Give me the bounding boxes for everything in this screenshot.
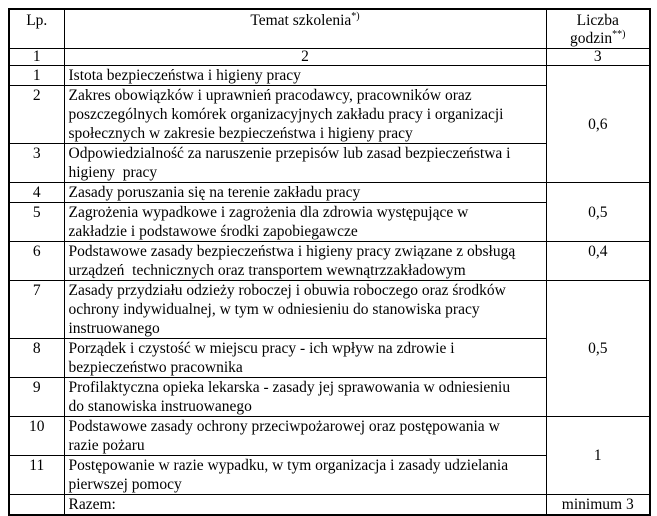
- col-header-hours-line2: godzin**): [547, 28, 649, 48]
- topic-cell: Zasady przydziału odzieży roboczej i obu…: [63, 280, 547, 339]
- table-row: 10 Podstawowe zasady ochrony przeciwpoża…: [8, 416, 651, 495]
- table-row: 3 Odpowiedzialność za naruszenie przepis…: [8, 143, 650, 183]
- row-number: 2: [8, 85, 65, 144]
- total-row-empty-cell: [8, 494, 65, 516]
- total-hours: minimum 3: [545, 494, 651, 516]
- table-row: 9 Profilaktyczna opieka lekarska - zasad…: [8, 377, 650, 417]
- table-row: 8 Porządek i czystość w miejscu pracy - …: [8, 338, 650, 378]
- table-row: 1 Istota bezpieczeństwa i higieny pracy …: [8, 65, 651, 183]
- topic-cell: Podstawowe zasady bezpieczeństwa i higie…: [63, 241, 547, 281]
- row-number: 11: [8, 455, 65, 495]
- col-header-hours: Liczba godzin**): [545, 8, 651, 49]
- row-number: 9: [8, 377, 65, 417]
- col-header-topic-text: Temat szkolenia: [250, 12, 352, 29]
- total-row: Razem: minimum 3: [8, 494, 651, 516]
- col-header-hours-line1: Liczba: [576, 12, 619, 29]
- topic-cell: Odpowiedzialność za naruszenie przepisów…: [63, 143, 547, 183]
- total-label: Razem:: [63, 494, 547, 516]
- footnote-mark-double: **): [612, 28, 626, 40]
- hours-cell: 0,5: [545, 182, 651, 242]
- topic-cell: Istota bezpieczeństwa i higieny pracy: [63, 65, 547, 86]
- topic-cell: Zagrożenia wypadkowe i zagrożenia dla zd…: [63, 202, 547, 242]
- column-number-1: 1: [8, 48, 65, 66]
- topic-cell: Postępowanie w razie wypadku, w tym orga…: [63, 455, 547, 495]
- col-header-topic: Temat szkolenia*): [63, 8, 547, 49]
- table-row: 6 Podstawowe zasady bezpieczeństwa i hig…: [8, 241, 651, 281]
- table-row: 7 Zasady przydziału odzieży roboczej i o…: [8, 280, 651, 417]
- table-row: 5 Zagrożenia wypadkowe i zagrożenia dla …: [8, 202, 650, 242]
- header-row: Lp. Temat szkolenia*) Liczba godzin**): [8, 8, 651, 49]
- row-number: 7: [8, 280, 65, 339]
- table-row: 11 Postępowanie w razie wypadku, w tym o…: [8, 455, 650, 495]
- hours-cell: 0,4: [545, 241, 651, 281]
- row-number: 4: [8, 182, 65, 203]
- training-program-table: Lp. Temat szkolenia*) Liczba godzin**) 1 …: [8, 8, 651, 516]
- column-number-row: 1 2 3: [8, 48, 651, 66]
- col-header-lp: Lp.: [8, 8, 65, 49]
- topic-cell: Profilaktyczna opieka lekarska - zasady …: [63, 377, 547, 417]
- hours-cell: 1: [545, 416, 651, 495]
- table-row: 4 Zasady poruszania się na terenie zakła…: [8, 182, 651, 242]
- topic-cell: Podstawowe zasady ochrony przeciwpożarow…: [63, 416, 547, 456]
- topic-cell: Porządek i czystość w miejscu pracy - ic…: [63, 338, 547, 378]
- hours-cell: 0,5: [545, 280, 651, 417]
- row-number: 10: [8, 416, 65, 456]
- col-header-hours-text: godzin: [569, 30, 613, 47]
- topic-cell: Zakres obowiązków i uprawnień pracodawcy…: [63, 85, 547, 144]
- footnote-mark-single: *): [351, 10, 360, 22]
- hours-cell: 0,6: [545, 65, 651, 183]
- row-number: 6: [8, 241, 65, 281]
- column-number-2: 2: [63, 48, 547, 66]
- row-number: 3: [8, 143, 65, 183]
- topic-cell: Zasady poruszania się na terenie zakładu…: [63, 182, 547, 203]
- column-number-3: 3: [545, 48, 651, 66]
- row-number: 1: [8, 65, 65, 86]
- row-number: 5: [8, 202, 65, 242]
- row-number: 8: [8, 338, 65, 378]
- table-row: 2 Zakres obowiązków i uprawnień pracodaw…: [8, 85, 650, 144]
